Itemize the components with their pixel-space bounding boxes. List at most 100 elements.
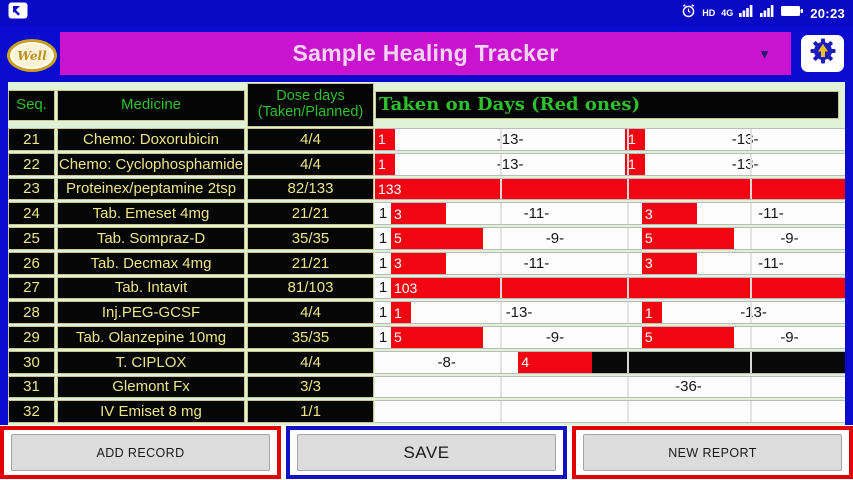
day-segment-white: -13- bbox=[740, 304, 767, 322]
table-row[interactable]: 31 Glemont Fx 3/3 -36- bbox=[8, 375, 845, 399]
page-title: Sample Healing Tracker bbox=[292, 40, 559, 66]
dose-header-line1: Dose days bbox=[276, 88, 345, 105]
subcolumn-divider bbox=[500, 401, 503, 422]
subcolumn-divider bbox=[626, 178, 629, 200]
column-header-medicine: Medicine bbox=[57, 89, 245, 121]
dose-header-line2: (Taken/Planned) bbox=[257, 104, 364, 120]
subcolumn-divider bbox=[626, 252, 629, 274]
seq-cell: 25 bbox=[8, 227, 55, 250]
table-row[interactable]: 27 Tab. Intavit 81/103 1 103 bbox=[8, 276, 845, 300]
taken-days-cell: 1 5 -9- 5 -9- bbox=[375, 227, 845, 250]
day-segment-white: -13- bbox=[731, 130, 759, 148]
column-header-taken-days: Taken on Days (Red ones) bbox=[375, 91, 839, 119]
day-segment-white: -11- bbox=[523, 205, 550, 223]
table-row[interactable]: 28 Inj.PEG-GCSF 4/4 1 1 -13- 1 -13- bbox=[8, 301, 845, 324]
column-header-dose-days: Dose days (Taken/Planned) bbox=[247, 83, 374, 127]
day-segment-red: 5 bbox=[641, 228, 735, 249]
day-segment-white: 1 bbox=[378, 205, 388, 223]
day-segment-white: -11- bbox=[758, 205, 784, 223]
day-segment-white bbox=[627, 327, 642, 348]
taken-days-cell: 1 -13- 1 -13- bbox=[375, 128, 845, 151]
dose-days-cell: 4/4 bbox=[247, 350, 374, 374]
subcolumn-divider bbox=[750, 178, 753, 200]
dose-days-cell: 81/103 bbox=[247, 276, 374, 300]
gear-icon bbox=[809, 37, 837, 70]
new-report-button[interactable]: NEW REPORT bbox=[583, 434, 842, 471]
subcolumn-divider bbox=[626, 153, 629, 175]
taken-days-cell: 1 5 -9- 5 -9- bbox=[375, 326, 845, 349]
save-button[interactable]: SAVE bbox=[297, 434, 556, 471]
table-row[interactable]: 32 IV Emiset 8 mg 1/1 bbox=[8, 400, 845, 423]
medicine-cell: Chemo: Doxorubicin bbox=[57, 128, 245, 151]
day-segment-red: 3 bbox=[641, 252, 697, 274]
table-row[interactable]: 21 Chemo: Doxorubicin 4/4 1 -13- 1 -13- bbox=[8, 128, 845, 151]
day-segment-red: 3 bbox=[390, 252, 446, 274]
subcolumn-divider bbox=[500, 252, 503, 274]
seq-cell: 27 bbox=[8, 276, 55, 300]
table-header-row: Seq. Medicine Dose days (Taken/Planned) … bbox=[8, 82, 845, 128]
subcolumn-divider bbox=[500, 351, 503, 373]
day-segment-red: 5 bbox=[641, 327, 735, 348]
seq-cell: 23 bbox=[8, 177, 55, 201]
subcolumn-divider bbox=[750, 203, 753, 224]
medicine-cell: Proteinex/peptamine 2tsp bbox=[57, 177, 245, 201]
day-segment-white: -13- bbox=[505, 304, 533, 322]
subcolumn-divider bbox=[750, 351, 753, 373]
chevron-down-icon[interactable]: ▼ bbox=[758, 46, 771, 61]
day-segment-red: 1 bbox=[375, 153, 396, 175]
day-segment-white: 1 bbox=[378, 328, 388, 346]
table-row[interactable]: 25 Tab. Sompraz-D 35/35 1 5 -9- 5 -9- bbox=[8, 227, 845, 250]
subcolumn-divider bbox=[750, 228, 753, 249]
table-row[interactable]: 24 Tab. Emeset 4mg 21/21 1 3 -11- 3 -11- bbox=[8, 202, 845, 225]
table-row[interactable]: 29 Tab. Olanzepine 10mg 35/35 1 5 -9- 5 -9- bbox=[8, 326, 845, 349]
signal-icon-1 bbox=[739, 4, 754, 22]
dose-days-cell: 1/1 bbox=[247, 400, 374, 423]
table-row[interactable]: 26 Tab. Decmax 4mg 21/21 1 3 -11- 3 -11- bbox=[8, 251, 845, 275]
table-row[interactable]: 23 Proteinex/peptamine 2tsp 82/133 133 bbox=[8, 177, 845, 201]
report-title-dropdown[interactable]: Sample Healing Tracker ▼ bbox=[60, 32, 791, 75]
subcolumn-divider bbox=[750, 401, 753, 422]
subcolumn-divider bbox=[750, 129, 753, 150]
day-segment-white: -13- bbox=[496, 155, 524, 173]
seq-cell: 21 bbox=[8, 128, 55, 151]
subcolumn-divider bbox=[626, 302, 629, 323]
subcolumn-divider bbox=[500, 327, 503, 348]
day-segment-white: -13- bbox=[731, 155, 759, 173]
status-bar: HD 4G bbox=[0, 0, 853, 26]
day-segment-red: 1 bbox=[625, 129, 646, 150]
app-header: Well Sample Healing Tracker ▼ bbox=[0, 26, 853, 82]
day-segment-white: -11- bbox=[523, 254, 550, 272]
table-row[interactable]: 22 Chemo: Cyclophosphamide 4/4 1 -13- 1 -13… bbox=[8, 152, 845, 176]
taken-days-cell: 133 bbox=[375, 177, 845, 201]
day-segment-red: 5 bbox=[390, 228, 484, 249]
subcolumn-divider bbox=[750, 252, 753, 274]
seq-cell: 29 bbox=[8, 326, 55, 349]
table-body: 21 Chemo: Doxorubicin 4/4 1 -13- 1 -13- 22 … bbox=[8, 128, 845, 423]
alarm-clock-icon bbox=[681, 3, 696, 23]
hd-volte-icon: HD bbox=[702, 7, 716, 18]
settings-button[interactable] bbox=[801, 35, 844, 72]
add-record-button[interactable]: ADD RECORD bbox=[11, 434, 270, 471]
day-segment-red: 1 bbox=[625, 153, 646, 175]
medicine-cell: Tab. Sompraz-D bbox=[57, 227, 245, 250]
seq-cell: 30 bbox=[8, 350, 55, 374]
day-segment-white: -8- bbox=[437, 353, 456, 371]
subcolumn-divider bbox=[626, 203, 629, 224]
new-report-frame: NEW REPORT bbox=[572, 426, 853, 479]
subcolumn-divider bbox=[750, 327, 753, 348]
dose-days-cell: 35/35 bbox=[247, 326, 374, 349]
medicine-cell: Tab. Intavit bbox=[57, 276, 245, 300]
day-segment-white: -9- bbox=[780, 229, 799, 247]
subcolumn-divider bbox=[750, 376, 753, 398]
day-segment-white: 1 bbox=[378, 229, 388, 247]
day-segment-red: 3 bbox=[390, 203, 446, 224]
column-header-seq: Seq. bbox=[8, 89, 55, 121]
table-row[interactable]: 30 T. CIPLOX 4/4 -8- 4 bbox=[8, 350, 845, 374]
signal-icon-2 bbox=[760, 4, 775, 22]
battery-icon bbox=[781, 4, 804, 22]
subcolumn-divider bbox=[750, 302, 753, 323]
subcolumn-divider bbox=[500, 277, 503, 299]
day-segment-red: 1 bbox=[641, 302, 663, 323]
subcolumn-divider bbox=[500, 302, 503, 323]
day-segment-white: 1 bbox=[378, 254, 388, 272]
